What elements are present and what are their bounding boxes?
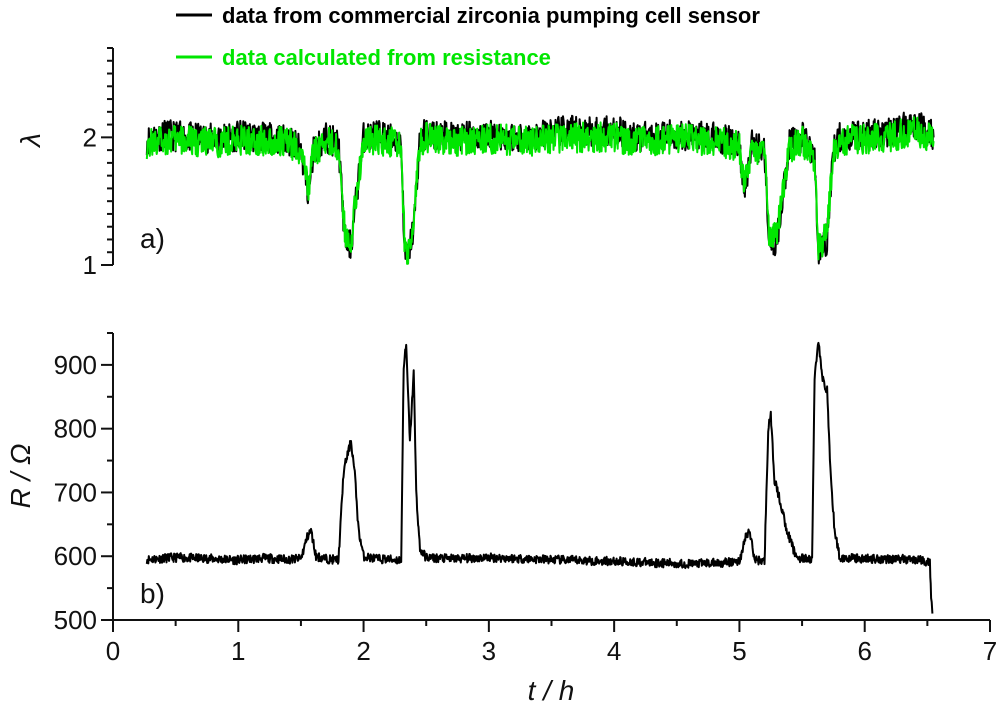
resistance-y-tick-label: 600 <box>54 541 97 571</box>
resistance-y-tick-label: 700 <box>54 477 97 507</box>
lambda-series-line-1 <box>145 116 935 265</box>
time-x-tick-label: 6 <box>857 636 871 666</box>
resistance-y-ticks: 500 600 700 800 900 <box>54 332 113 635</box>
time-x-axis-title: t / h <box>528 675 575 706</box>
resistance-series-line-0 <box>145 341 934 614</box>
legend-label-1: data calculated from resistance <box>222 45 551 70</box>
panel-label-b: b) <box>140 578 165 609</box>
resistance-y-tick-label: 500 <box>54 605 97 635</box>
resistance-series-group <box>145 341 934 614</box>
legend-label-0: data from commercial zirconia pumping ce… <box>222 3 760 28</box>
lambda-panel: 12 λ a) data from commercial zirconia pu… <box>15 3 935 280</box>
resistance-y-tick-label: 900 <box>54 350 97 380</box>
lambda-y-tick-label: 2 <box>83 122 97 152</box>
time-x-tick-label: 1 <box>231 636 245 666</box>
time-x-tick-label: 3 <box>482 636 496 666</box>
resistance-panel: 500 600 700 800 900 0 1 2 3 4 5 6 7 R / Ω t / h b) <box>5 332 997 706</box>
resistance-y-axis-title: R / Ω <box>5 444 36 509</box>
panel-label-a: a) <box>140 223 165 254</box>
lambda-y-tick-label: 1 <box>83 250 97 280</box>
time-x-tick-label: 4 <box>607 636 621 666</box>
time-x-tick-label: 2 <box>356 636 370 666</box>
lambda-y-axis-title: λ <box>15 133 46 149</box>
time-x-tick-label: 5 <box>732 636 746 666</box>
time-x-ticks: 0 1 2 3 4 5 6 7 <box>106 620 997 666</box>
lambda-legend: data from commercial zirconia pumping ce… <box>176 3 760 70</box>
lambda-y-ticks: 12 <box>83 47 113 280</box>
lambda-series-group <box>145 111 935 265</box>
time-x-tick-label: 7 <box>983 636 997 666</box>
time-x-tick-label: 0 <box>106 636 120 666</box>
resistance-y-tick-label: 800 <box>54 414 97 444</box>
